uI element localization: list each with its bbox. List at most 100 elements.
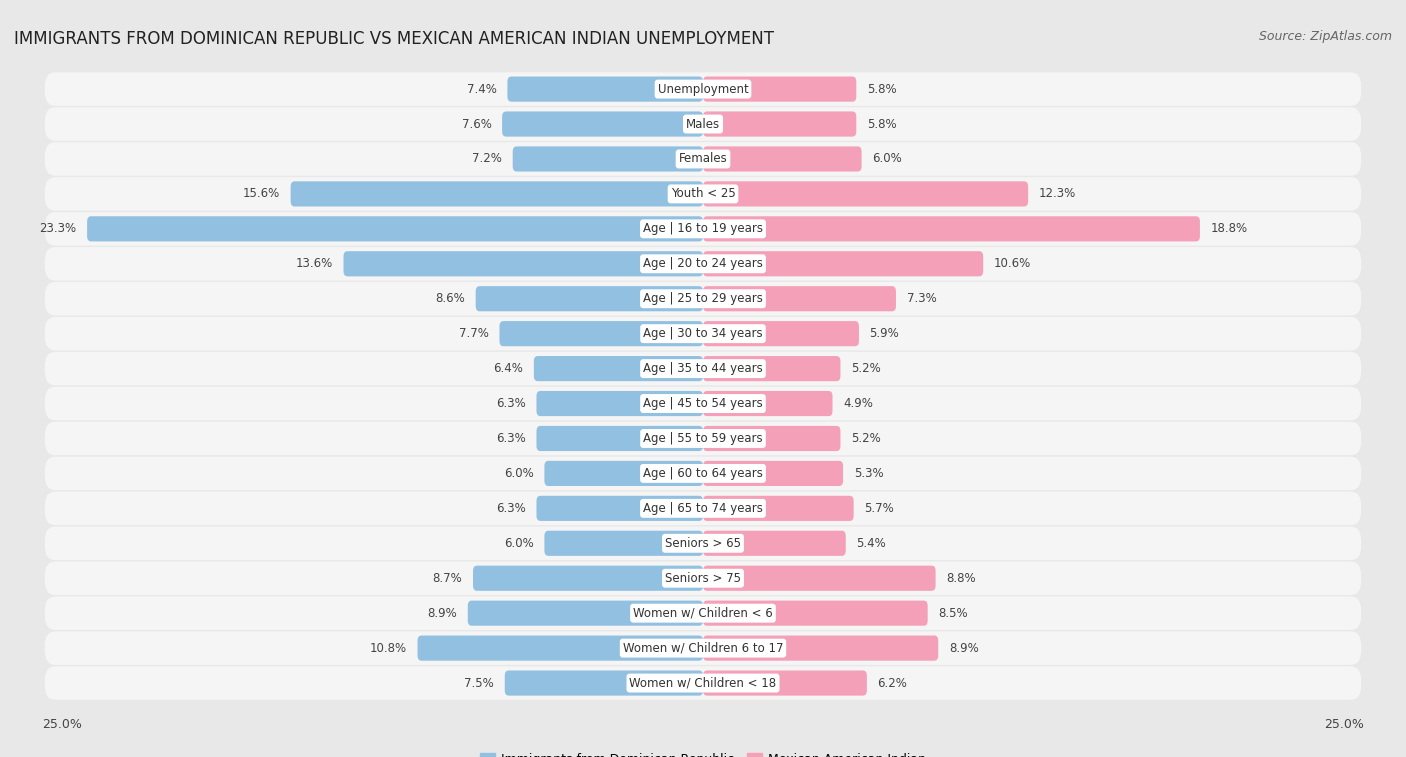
Text: Age | 45 to 54 years: Age | 45 to 54 years xyxy=(643,397,763,410)
FancyBboxPatch shape xyxy=(45,491,1361,525)
FancyBboxPatch shape xyxy=(45,352,1361,385)
Text: Age | 35 to 44 years: Age | 35 to 44 years xyxy=(643,362,763,375)
FancyBboxPatch shape xyxy=(291,182,703,207)
Text: 5.2%: 5.2% xyxy=(851,432,880,445)
FancyBboxPatch shape xyxy=(703,426,841,451)
Text: 6.0%: 6.0% xyxy=(872,152,901,166)
Text: 15.6%: 15.6% xyxy=(243,188,280,201)
Text: 10.6%: 10.6% xyxy=(994,257,1031,270)
Text: 8.6%: 8.6% xyxy=(436,292,465,305)
Text: 6.0%: 6.0% xyxy=(505,467,534,480)
FancyBboxPatch shape xyxy=(537,391,703,416)
Text: 5.2%: 5.2% xyxy=(851,362,880,375)
FancyBboxPatch shape xyxy=(472,565,703,590)
Text: Women w/ Children 6 to 17: Women w/ Children 6 to 17 xyxy=(623,642,783,655)
FancyBboxPatch shape xyxy=(418,636,703,661)
Text: 6.4%: 6.4% xyxy=(494,362,523,375)
Text: 7.7%: 7.7% xyxy=(458,327,489,340)
Text: 6.3%: 6.3% xyxy=(496,397,526,410)
Text: Age | 25 to 29 years: Age | 25 to 29 years xyxy=(643,292,763,305)
Text: IMMIGRANTS FROM DOMINICAN REPUBLIC VS MEXICAN AMERICAN INDIAN UNEMPLOYMENT: IMMIGRANTS FROM DOMINICAN REPUBLIC VS ME… xyxy=(14,30,775,48)
FancyBboxPatch shape xyxy=(45,562,1361,595)
Text: 5.7%: 5.7% xyxy=(865,502,894,515)
FancyBboxPatch shape xyxy=(87,217,703,241)
Text: 10.8%: 10.8% xyxy=(370,642,406,655)
Text: Age | 30 to 34 years: Age | 30 to 34 years xyxy=(643,327,763,340)
Text: Males: Males xyxy=(686,117,720,130)
Text: Age | 20 to 24 years: Age | 20 to 24 years xyxy=(643,257,763,270)
FancyBboxPatch shape xyxy=(703,600,928,626)
Text: Females: Females xyxy=(679,152,727,166)
Text: 4.9%: 4.9% xyxy=(844,397,873,410)
FancyBboxPatch shape xyxy=(703,636,938,661)
Text: 6.2%: 6.2% xyxy=(877,677,907,690)
FancyBboxPatch shape xyxy=(343,251,703,276)
FancyBboxPatch shape xyxy=(703,146,862,172)
Text: 8.7%: 8.7% xyxy=(433,572,463,584)
FancyBboxPatch shape xyxy=(537,426,703,451)
FancyBboxPatch shape xyxy=(703,286,896,311)
FancyBboxPatch shape xyxy=(513,146,703,172)
Text: Age | 55 to 59 years: Age | 55 to 59 years xyxy=(643,432,763,445)
Text: Age | 65 to 74 years: Age | 65 to 74 years xyxy=(643,502,763,515)
Text: Age | 60 to 64 years: Age | 60 to 64 years xyxy=(643,467,763,480)
FancyBboxPatch shape xyxy=(499,321,703,346)
Text: 23.3%: 23.3% xyxy=(39,223,76,235)
FancyBboxPatch shape xyxy=(703,461,844,486)
Text: Youth < 25: Youth < 25 xyxy=(671,188,735,201)
Text: Age | 16 to 19 years: Age | 16 to 19 years xyxy=(643,223,763,235)
FancyBboxPatch shape xyxy=(703,531,846,556)
FancyBboxPatch shape xyxy=(703,671,868,696)
Text: 5.4%: 5.4% xyxy=(856,537,886,550)
FancyBboxPatch shape xyxy=(45,422,1361,455)
Text: 13.6%: 13.6% xyxy=(295,257,333,270)
Text: 25.0%: 25.0% xyxy=(1324,718,1364,731)
Text: 7.2%: 7.2% xyxy=(472,152,502,166)
FancyBboxPatch shape xyxy=(45,387,1361,420)
FancyBboxPatch shape xyxy=(703,111,856,136)
FancyBboxPatch shape xyxy=(502,111,703,136)
FancyBboxPatch shape xyxy=(45,247,1361,281)
FancyBboxPatch shape xyxy=(45,631,1361,665)
FancyBboxPatch shape xyxy=(45,107,1361,141)
Text: 8.9%: 8.9% xyxy=(949,642,979,655)
FancyBboxPatch shape xyxy=(45,666,1361,699)
Text: 6.0%: 6.0% xyxy=(505,537,534,550)
Text: 8.9%: 8.9% xyxy=(427,606,457,620)
FancyBboxPatch shape xyxy=(703,217,1199,241)
FancyBboxPatch shape xyxy=(45,456,1361,491)
Text: 8.8%: 8.8% xyxy=(946,572,976,584)
Text: 5.3%: 5.3% xyxy=(853,467,883,480)
Text: 25.0%: 25.0% xyxy=(42,718,82,731)
Text: 7.6%: 7.6% xyxy=(461,117,492,130)
FancyBboxPatch shape xyxy=(45,73,1361,106)
Text: 7.3%: 7.3% xyxy=(907,292,936,305)
FancyBboxPatch shape xyxy=(703,565,935,590)
FancyBboxPatch shape xyxy=(703,496,853,521)
FancyBboxPatch shape xyxy=(45,317,1361,350)
FancyBboxPatch shape xyxy=(468,600,703,626)
FancyBboxPatch shape xyxy=(544,461,703,486)
FancyBboxPatch shape xyxy=(703,391,832,416)
Text: 5.9%: 5.9% xyxy=(869,327,900,340)
FancyBboxPatch shape xyxy=(45,212,1361,245)
Text: 6.3%: 6.3% xyxy=(496,432,526,445)
FancyBboxPatch shape xyxy=(45,282,1361,316)
Text: 18.8%: 18.8% xyxy=(1211,223,1247,235)
Text: Unemployment: Unemployment xyxy=(658,83,748,95)
Text: 7.5%: 7.5% xyxy=(464,677,494,690)
Text: 7.4%: 7.4% xyxy=(467,83,496,95)
Text: 12.3%: 12.3% xyxy=(1039,188,1076,201)
Text: Seniors > 65: Seniors > 65 xyxy=(665,537,741,550)
FancyBboxPatch shape xyxy=(505,671,703,696)
FancyBboxPatch shape xyxy=(45,142,1361,176)
Text: 5.8%: 5.8% xyxy=(868,83,897,95)
Text: 8.5%: 8.5% xyxy=(938,606,967,620)
FancyBboxPatch shape xyxy=(45,597,1361,630)
FancyBboxPatch shape xyxy=(45,527,1361,560)
FancyBboxPatch shape xyxy=(537,496,703,521)
FancyBboxPatch shape xyxy=(703,76,856,101)
Text: 6.3%: 6.3% xyxy=(496,502,526,515)
FancyBboxPatch shape xyxy=(703,182,1028,207)
FancyBboxPatch shape xyxy=(703,356,841,382)
